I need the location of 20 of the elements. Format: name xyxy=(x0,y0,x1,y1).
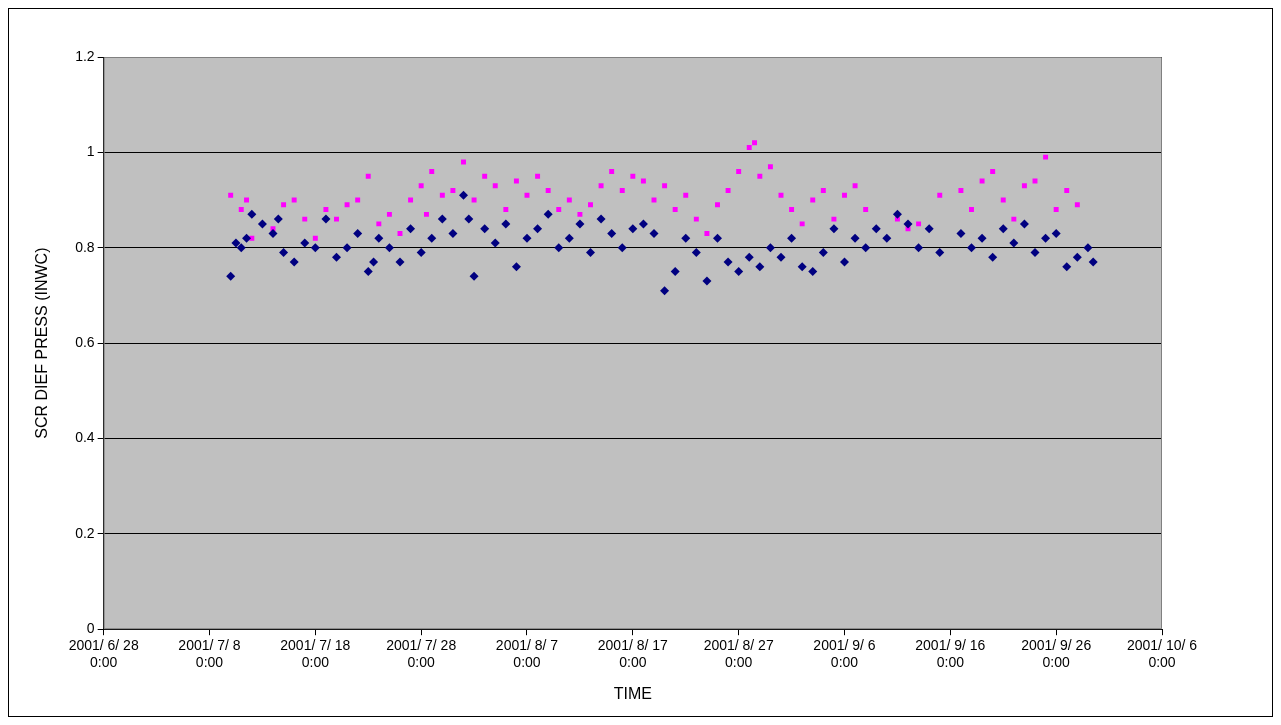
x-tick-label: 2001/ 6/ 28 0:00 xyxy=(68,637,139,671)
x-axis-title: TIME xyxy=(613,684,652,702)
x-tick-label: 2001/ 9/ 26 0:00 xyxy=(1021,637,1092,671)
y-tick-label: 0.8 xyxy=(75,238,95,255)
y-tick-label: 0.2 xyxy=(75,524,95,541)
y-tick-label: 1 xyxy=(86,143,95,160)
y-tick-label: 0 xyxy=(86,620,95,637)
x-tick-label: 2001/ 7/ 8 0:00 xyxy=(178,637,241,671)
x-tick-label: 2001/ 9/ 16 0:00 xyxy=(915,637,986,671)
x-tick-label: 2001/ 8/ 27 0:00 xyxy=(703,637,774,671)
y-tick-label: 1.2 xyxy=(75,47,95,64)
x-tick-label: 2001/ 7/ 28 0:00 xyxy=(386,637,457,671)
x-tick-label: 2001/ 9/ 6 0:00 xyxy=(813,637,876,671)
y-tick-label: 0.4 xyxy=(75,429,95,446)
x-tick-label: 2001/ 7/ 18 0:00 xyxy=(280,637,351,671)
x-tick-label: 2001/ 8/ 7 0:00 xyxy=(495,637,559,671)
x-tick-label: 2001/ 10/ 6 0:00 xyxy=(1126,637,1198,671)
y-axis-title: SCR DIEF PRESS (INWC) xyxy=(33,247,51,439)
x-tick-label: 2001/ 8/ 17 0:00 xyxy=(597,637,669,671)
y-tick-label: 0.6 xyxy=(75,333,95,350)
